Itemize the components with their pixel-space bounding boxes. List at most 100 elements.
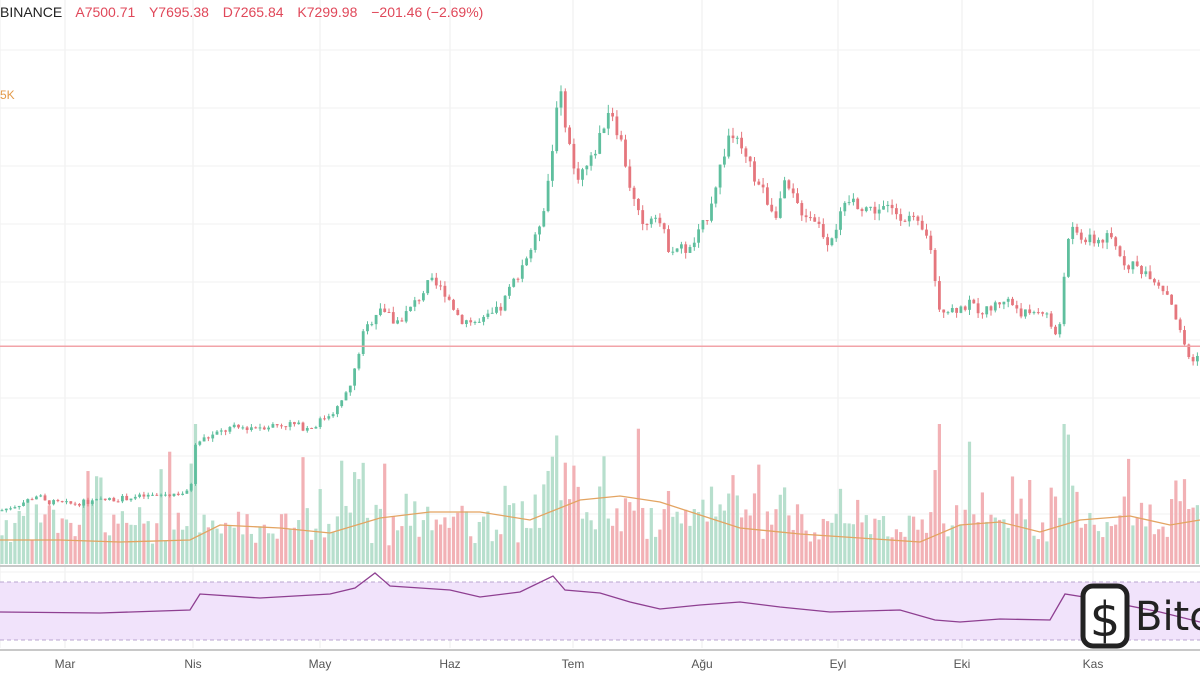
x-tick-ağu: Ağu xyxy=(691,657,712,671)
volume-bar-116 xyxy=(499,534,503,564)
volume-bar-240 xyxy=(1032,535,1036,564)
candle-body-15 xyxy=(65,501,68,503)
candle-body-91 xyxy=(391,312,395,324)
volume-bar-90 xyxy=(387,545,391,564)
volume-bar-126 xyxy=(542,484,546,564)
volume-bar-261 xyxy=(1122,496,1126,564)
volume-bar-39 xyxy=(168,451,172,564)
volume-bar-38 xyxy=(163,540,167,564)
volume-bar-178 xyxy=(765,511,769,564)
candle-body-243 xyxy=(1045,313,1049,315)
volume-bar-250 xyxy=(1075,491,1079,564)
volume-bar-118 xyxy=(507,505,511,564)
volume-bar-186 xyxy=(800,514,804,564)
candle-body-31 xyxy=(133,496,137,499)
candle-body-146 xyxy=(628,166,632,188)
candle-body-249 xyxy=(1071,226,1075,239)
candle-body-141 xyxy=(606,112,610,129)
volume-bar-60 xyxy=(258,526,262,564)
volume-bar-14 xyxy=(60,518,64,564)
candle-body-171 xyxy=(735,137,739,139)
candle-body-17 xyxy=(73,503,77,505)
candle-body-253 xyxy=(1088,234,1092,243)
logo-text: Bitc xyxy=(1135,594,1200,640)
volume-bar-183 xyxy=(787,515,791,564)
candle-body-158 xyxy=(680,244,683,249)
candle-body-272 xyxy=(1170,294,1173,305)
volume-bar-3 xyxy=(13,522,17,564)
candle-body-260 xyxy=(1118,246,1122,257)
candle-body-229 xyxy=(985,306,989,315)
volume-bar-267 xyxy=(1148,504,1152,564)
candle-body-19 xyxy=(82,499,86,506)
volume-bar-94 xyxy=(404,493,408,564)
volume-bar-262 xyxy=(1127,458,1131,564)
candle-body-29 xyxy=(125,495,129,501)
volume-bar-131 xyxy=(563,462,567,564)
candle-body-94 xyxy=(404,311,408,322)
candle-body-80 xyxy=(344,392,348,401)
candle-body-163 xyxy=(701,220,705,230)
candle-body-278 xyxy=(1196,355,1199,362)
candle-body-45 xyxy=(194,444,197,484)
volume-bar-269 xyxy=(1157,529,1161,564)
candle-body-10 xyxy=(43,495,47,501)
candle-body-133 xyxy=(572,143,576,169)
candle-body-60 xyxy=(258,427,262,429)
volume-bar-258 xyxy=(1109,526,1113,564)
candle-body-271 xyxy=(1165,291,1169,295)
candle-body-104 xyxy=(447,296,451,300)
volume-bar-220 xyxy=(946,536,950,564)
volume-bar-275 xyxy=(1182,479,1187,564)
volume-bar-136 xyxy=(585,512,589,564)
volume-bar-99 xyxy=(426,506,430,564)
volume-ma-line xyxy=(0,495,1200,543)
candle-body-159 xyxy=(684,244,688,253)
candle-body-84 xyxy=(361,331,365,354)
volume-bar-248 xyxy=(1066,434,1070,564)
volume-bar-76 xyxy=(327,523,331,564)
candle-body-59 xyxy=(254,427,258,429)
volume-bar-114 xyxy=(490,541,494,564)
candle-body-57 xyxy=(245,427,249,430)
volume-bar-265 xyxy=(1139,502,1144,564)
candle-body-255 xyxy=(1097,239,1100,244)
volume-bar-21 xyxy=(90,501,94,564)
candle-body-259 xyxy=(1114,237,1118,247)
candle-body-269 xyxy=(1157,282,1161,286)
volume-bar-46 xyxy=(198,532,202,564)
candle-body-200 xyxy=(860,209,864,212)
volume-bar-149 xyxy=(641,507,645,564)
candle-body-183 xyxy=(787,180,791,189)
candle-body-236 xyxy=(1015,305,1019,309)
candle-body-108 xyxy=(465,320,468,324)
volume-bar-2 xyxy=(9,542,13,564)
volume-bar-45 xyxy=(193,424,198,564)
candle-body-187 xyxy=(804,215,808,218)
volume-bar-246 xyxy=(1058,517,1062,564)
volume-bar-75 xyxy=(322,537,327,564)
volume-bar-180 xyxy=(774,509,778,564)
volume-bar-276 xyxy=(1187,509,1191,564)
volume-bar-166 xyxy=(714,516,718,564)
candle-body-103 xyxy=(443,285,447,297)
volume-bar-208 xyxy=(894,529,898,564)
candle-body-115 xyxy=(495,306,498,313)
volume-bar-144 xyxy=(619,531,623,564)
volume-bar-206 xyxy=(886,536,890,564)
candle-body-154 xyxy=(662,223,666,230)
volume-bar-54 xyxy=(232,527,236,564)
candle-body-179 xyxy=(770,204,774,212)
volume-bar-30 xyxy=(129,524,133,564)
candle-body-42 xyxy=(181,493,184,495)
volume-bar-47 xyxy=(202,514,206,564)
candle-body-47 xyxy=(202,437,206,442)
candle-body-102 xyxy=(439,285,442,287)
candle-body-257 xyxy=(1105,233,1109,243)
candle-body-27 xyxy=(116,501,120,503)
volume-bar-11 xyxy=(47,505,51,564)
rsi-band xyxy=(0,582,1200,640)
candle-body-64 xyxy=(275,424,279,426)
volume-bar-164 xyxy=(705,521,709,564)
